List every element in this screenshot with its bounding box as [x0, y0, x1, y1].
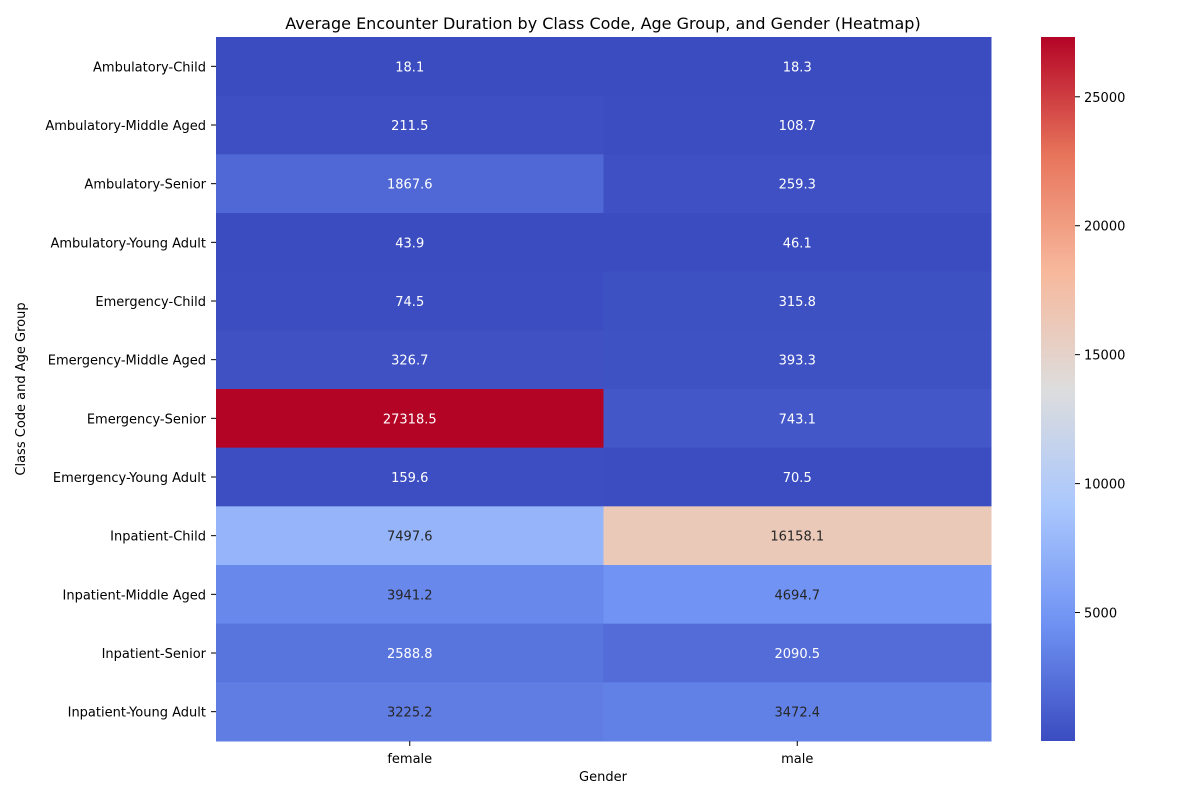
heatmap-cell-value: 18.3 [783, 60, 812, 75]
heatmap-cell [216, 213, 604, 273]
colorbar-tick-label: 10000 [1084, 478, 1125, 493]
x-axis-ticks: female male [387, 741, 813, 767]
y-tick-label: Ambulatory-Young Adult [50, 236, 206, 251]
y-axis-ticks: Ambulatory-Child Ambulatory-Middle Aged Am… [45, 60, 216, 721]
y-tick-label: Emergency-Child [95, 295, 206, 310]
y-tick-label: Ambulatory-Senior [84, 178, 206, 193]
heatmap-cell-value: 7497.6 [387, 530, 433, 545]
heatmap-cell-value: 2588.8 [387, 647, 433, 662]
y-tick-label: Emergency-Young Adult [53, 471, 206, 486]
heatmap-cell [216, 37, 604, 97]
heatmap-cell [216, 682, 604, 742]
heatmap-cell [603, 565, 992, 625]
heatmap-cell [216, 565, 604, 625]
heatmap-cell [216, 389, 604, 449]
heatmap-cell-value: 4694.7 [775, 588, 821, 603]
heatmap-cell [603, 682, 992, 742]
colorbar-tick-label: 20000 [1084, 220, 1125, 235]
y-tick-label: Inpatient-Young Adult [68, 706, 206, 721]
heatmap-cell [603, 37, 992, 97]
heatmap-cell-value: 108.7 [779, 119, 816, 134]
heatmap-cell-value: 393.3 [779, 354, 816, 369]
y-tick-label: Ambulatory-Child [93, 60, 206, 75]
heatmap-cell [216, 95, 604, 155]
heatmap-cell [603, 623, 992, 683]
colorbar: 5000 10000 15000 20000 25000 [1041, 37, 1125, 741]
heatmap-cell [216, 271, 604, 331]
heatmap-cell [603, 154, 992, 214]
colorbar-tick-label: 25000 [1084, 91, 1125, 106]
heatmap-cell [603, 330, 992, 390]
heatmap-cell [216, 154, 604, 214]
y-tick-label: Inpatient-Child [110, 530, 206, 545]
heatmap-cell [603, 389, 992, 449]
heatmap-cell-value: 70.5 [783, 471, 812, 486]
heatmap-cell-labels: 18.1 18.3 211.5 108.7 1867.6 259.3 43.9 46.1 74.… [383, 60, 824, 720]
x-tick-label: female [387, 752, 432, 767]
heatmap-cell-value: 259.3 [779, 178, 816, 193]
heatmap-cell [603, 271, 992, 331]
heatmap-cell-value: 1867.6 [387, 178, 433, 193]
heatmap-cell-value: 3472.4 [775, 706, 821, 721]
colorbar-ticks: 5000 10000 15000 20000 25000 [1075, 91, 1125, 622]
heatmap-cell [603, 213, 992, 273]
y-tick-label: Ambulatory-Middle Aged [45, 119, 206, 134]
heatmap-cell [216, 506, 604, 566]
heatmap-cell-value: 211.5 [391, 119, 428, 134]
heatmap-cell-value: 159.6 [391, 471, 428, 486]
colorbar-gradient [1041, 37, 1075, 741]
heatmap-cell-value: 43.9 [395, 236, 424, 251]
heatmap-cell-value: 74.5 [395, 295, 424, 310]
heatmap-cell-value: 3941.2 [387, 588, 433, 603]
x-tick-label: male [781, 752, 813, 767]
colorbar-tick-label: 5000 [1084, 607, 1117, 622]
y-tick-label: Inpatient-Middle Aged [63, 588, 207, 603]
y-tick-label: Inpatient-Senior [102, 647, 207, 662]
heatmap-cell-value: 18.1 [395, 60, 424, 75]
heatmap-cell-value: 326.7 [391, 354, 428, 369]
heatmap-cell-value: 16158.1 [770, 530, 824, 545]
heatmap-cell [216, 330, 604, 390]
heatmap-cell-value: 743.1 [779, 412, 816, 427]
heatmap-cell [216, 447, 604, 507]
heatmap-cells [216, 37, 992, 742]
heatmap-cell [603, 95, 992, 155]
y-axis-label: Class Code and Age Group [14, 302, 29, 475]
heatmap-cell-value: 315.8 [779, 295, 816, 310]
heatmap-cell-value: 2090.5 [775, 647, 821, 662]
heatmap-cell-value: 46.1 [783, 236, 812, 251]
heatmap-cell-value: 27318.5 [383, 412, 437, 427]
heatmap-cell-value: 3225.2 [387, 706, 433, 721]
y-tick-label: Emergency-Middle Aged [48, 354, 206, 369]
heatmap-cell [603, 447, 992, 507]
heatmap-cell [603, 506, 992, 566]
chart-title: Average Encounter Duration by Class Code… [285, 14, 920, 33]
x-axis-label: Gender [579, 770, 628, 785]
y-tick-label: Emergency-Senior [87, 412, 207, 427]
colorbar-tick-label: 15000 [1084, 349, 1125, 364]
heatmap-cell [216, 623, 604, 683]
